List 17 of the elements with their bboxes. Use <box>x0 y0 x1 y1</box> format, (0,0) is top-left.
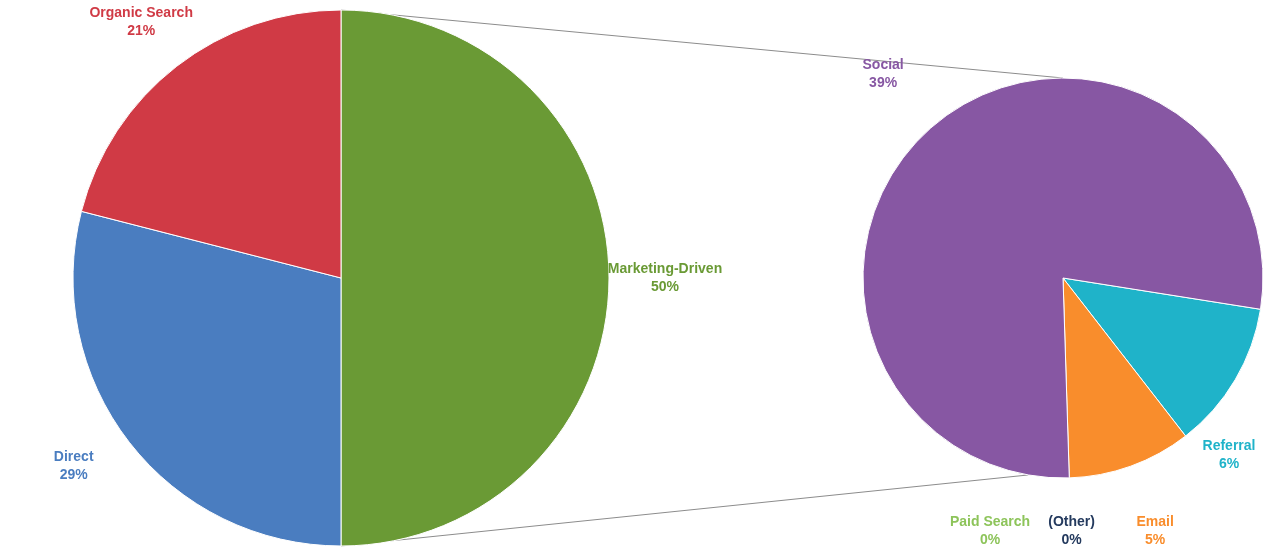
data-label: 6% <box>1218 454 1240 471</box>
pie-slice <box>862 77 1264 479</box>
slice-label: Direct <box>53 447 94 464</box>
slice-label: Organic Search <box>89 4 193 20</box>
text: 0% <box>979 531 1001 547</box>
slice-label: Referral <box>1202 436 1256 453</box>
slice-label: Social <box>862 55 904 72</box>
data-label: 29% <box>59 465 89 482</box>
data-label: 21% <box>127 22 156 38</box>
data-label: 50% <box>650 278 680 294</box>
category-label: Paid Search <box>949 513 1031 529</box>
data-label: 39% <box>869 73 898 90</box>
slice-label: Email <box>1136 513 1174 529</box>
slice-label: Marketing-Driven <box>607 260 723 276</box>
category-label: (Other) <box>1048 513 1095 529</box>
text: 0% <box>1061 531 1082 547</box>
data-label: 5% <box>1145 531 1166 547</box>
